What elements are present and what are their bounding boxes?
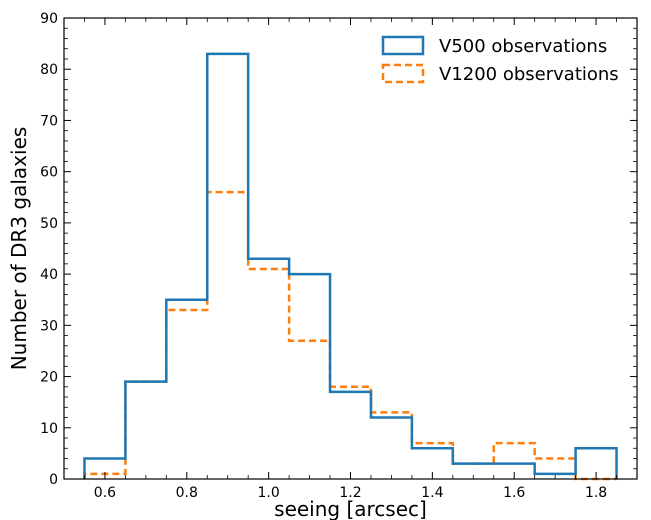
x-tick-label: 0.8 [176, 485, 198, 501]
series-v500-step-line [83, 52, 618, 479]
plot-border [63, 17, 638, 480]
legend-swatch-v500 [381, 35, 425, 56]
y-tick-label: 50 [40, 216, 58, 232]
ticks: 0.6 0.8 1.0 1.2 1.4 1.6 1.8 0 10 20 30 40 50 60 70 80 90 [40, 11, 638, 501]
series-v1200-step-line [83, 190, 617, 481]
y-tick-label: 70 [40, 113, 58, 129]
y-axis-label: Number of DR3 galaxies [7, 127, 31, 371]
y-tick-label: 0 [49, 472, 58, 488]
legend-label-v500: V500 observations [439, 36, 607, 57]
y-tick-label: 30 [40, 318, 58, 334]
axes-frame [63, 17, 638, 480]
y-tick-label: 40 [40, 267, 58, 283]
x-tick-label: 0.6 [94, 485, 116, 501]
y-tick-label: 10 [40, 421, 58, 437]
legend: V500 observations V1200 observations [381, 35, 619, 85]
x-axis-label: seeing [arcsec] [274, 497, 427, 520]
x-tick-label: 1.8 [585, 485, 607, 501]
plot-marks [83, 52, 618, 481]
x-tick-label: 1.2 [339, 485, 361, 501]
y-tick-label: 60 [40, 165, 58, 181]
y-tick-label: 20 [40, 370, 58, 386]
x-tick-label: 1.6 [503, 485, 525, 501]
legend-label-v1200: V1200 observations [439, 64, 619, 85]
y-tick-label: 80 [40, 62, 58, 78]
x-tick-label: 1.0 [258, 485, 280, 501]
legend-swatch-v1200 [381, 63, 425, 84]
y-tick-label: 90 [40, 11, 58, 27]
x-tick-label: 1.4 [421, 485, 443, 501]
